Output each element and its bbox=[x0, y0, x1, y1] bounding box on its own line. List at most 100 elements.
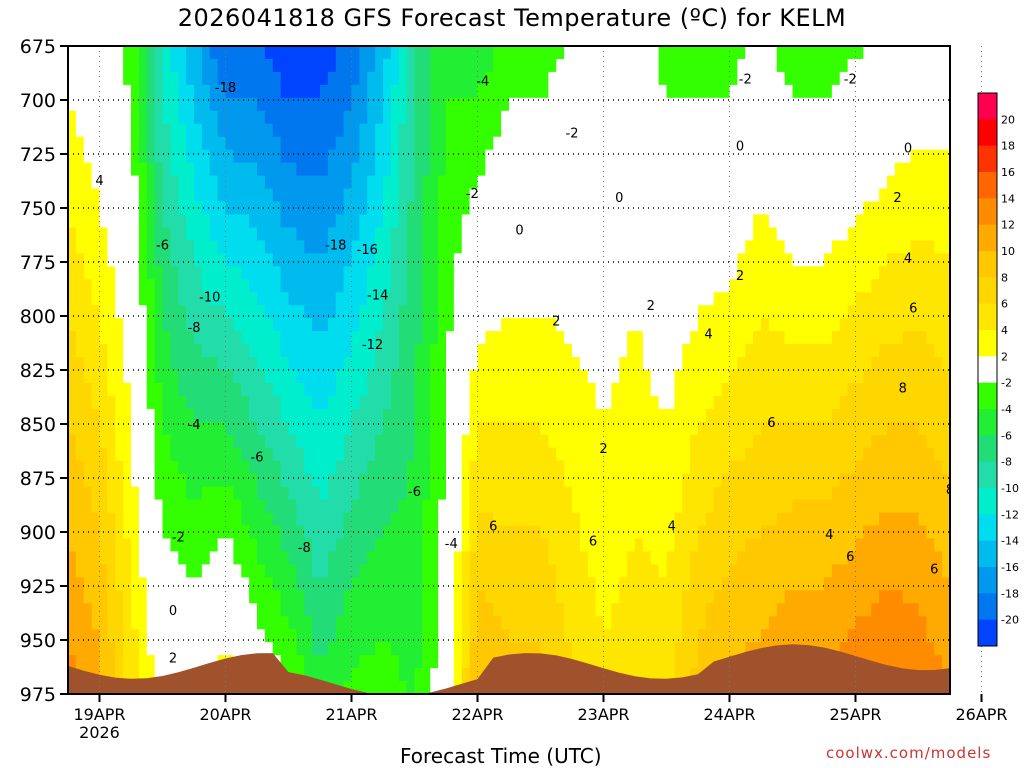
field-cell bbox=[367, 681, 376, 694]
field-cell bbox=[501, 84, 510, 99]
field-cell bbox=[367, 46, 376, 60]
field-cell bbox=[138, 434, 148, 449]
field-cell bbox=[824, 447, 833, 462]
field-cell bbox=[698, 279, 707, 293]
field-cell bbox=[288, 201, 297, 216]
field-cell bbox=[690, 577, 699, 591]
field-cell bbox=[162, 551, 171, 565]
field-cell bbox=[776, 344, 786, 358]
field-cell bbox=[737, 123, 746, 138]
field-cell bbox=[674, 421, 683, 436]
field-cell bbox=[351, 590, 360, 604]
field-cell bbox=[375, 655, 384, 669]
field-cell bbox=[690, 370, 699, 384]
field-cell bbox=[351, 214, 360, 229]
field-cell bbox=[524, 590, 534, 604]
field-cell bbox=[115, 525, 124, 540]
field-cell bbox=[162, 668, 171, 682]
field-cell bbox=[524, 642, 534, 656]
field-cell bbox=[233, 642, 242, 656]
field-cell bbox=[737, 227, 746, 241]
field-cell bbox=[642, 590, 652, 604]
field-cell bbox=[587, 136, 597, 151]
field-cell bbox=[816, 227, 825, 241]
field-cell bbox=[493, 227, 502, 241]
field-cell bbox=[351, 97, 360, 112]
field-cell bbox=[776, 564, 786, 578]
field-cell bbox=[713, 551, 723, 565]
field-cell bbox=[595, 395, 605, 410]
field-cell bbox=[808, 421, 817, 436]
field-cell bbox=[264, 58, 274, 73]
field-cell bbox=[438, 447, 447, 462]
field-cell bbox=[705, 240, 715, 254]
field-cell bbox=[422, 655, 431, 669]
field-cell bbox=[367, 305, 376, 319]
field-cell bbox=[312, 655, 321, 669]
field-cell bbox=[320, 71, 329, 86]
field-cell bbox=[721, 525, 731, 540]
field-cell bbox=[367, 551, 376, 565]
field-cell bbox=[650, 266, 660, 280]
field-cell bbox=[682, 370, 691, 384]
field-cell bbox=[233, 162, 242, 177]
field-cell bbox=[430, 603, 439, 617]
field-cell bbox=[383, 318, 392, 332]
field-cell bbox=[375, 382, 384, 397]
field-cell bbox=[516, 318, 526, 332]
field-cell bbox=[713, 642, 723, 656]
field-cell bbox=[178, 629, 187, 643]
field-cell bbox=[335, 97, 345, 112]
field-cell bbox=[327, 603, 337, 617]
field-cell bbox=[587, 577, 597, 591]
field-cell bbox=[367, 603, 376, 617]
field-cell bbox=[186, 408, 195, 423]
field-cell bbox=[320, 408, 329, 423]
field-cell bbox=[485, 577, 494, 591]
field-cell bbox=[658, 305, 668, 319]
field-cell bbox=[658, 603, 668, 617]
field-cell bbox=[406, 58, 416, 73]
field-cell bbox=[666, 318, 675, 332]
field-cell bbox=[138, 279, 148, 293]
field-cell bbox=[509, 305, 518, 319]
field-cell bbox=[469, 97, 479, 112]
field-cell bbox=[768, 499, 778, 514]
field-cell bbox=[532, 266, 542, 280]
field-cell bbox=[501, 344, 510, 358]
field-cell bbox=[75, 538, 85, 553]
field-cell bbox=[359, 110, 368, 125]
field-cell bbox=[831, 188, 841, 203]
field-cell bbox=[446, 551, 455, 565]
field-cell bbox=[320, 642, 329, 656]
field-cell bbox=[217, 564, 227, 578]
field-cell bbox=[540, 97, 549, 112]
field-cell bbox=[138, 110, 148, 125]
field-cell bbox=[367, 577, 376, 591]
field-cell bbox=[194, 318, 203, 332]
field-cell bbox=[107, 357, 116, 371]
field-cell bbox=[123, 499, 132, 514]
field-cell bbox=[225, 512, 234, 527]
field-cell bbox=[635, 331, 644, 345]
field-cell bbox=[201, 473, 211, 488]
field-cell bbox=[792, 46, 801, 60]
field-cell bbox=[627, 395, 636, 410]
field-cell bbox=[138, 460, 148, 475]
field-cell bbox=[414, 175, 423, 190]
field-cell bbox=[469, 71, 479, 86]
field-cell bbox=[713, 110, 723, 125]
field-cell bbox=[406, 408, 416, 423]
field-cell bbox=[68, 655, 77, 669]
field-cell bbox=[359, 564, 368, 578]
field-cell bbox=[611, 227, 620, 241]
field-cell bbox=[107, 460, 116, 475]
field-cell bbox=[800, 382, 809, 397]
field-cell bbox=[516, 486, 526, 501]
field-cell bbox=[548, 175, 557, 190]
field-cell bbox=[75, 473, 85, 488]
field-cell bbox=[327, 408, 337, 423]
field-cell bbox=[619, 123, 628, 138]
field-cell bbox=[162, 603, 171, 617]
field-cell bbox=[272, 318, 282, 332]
